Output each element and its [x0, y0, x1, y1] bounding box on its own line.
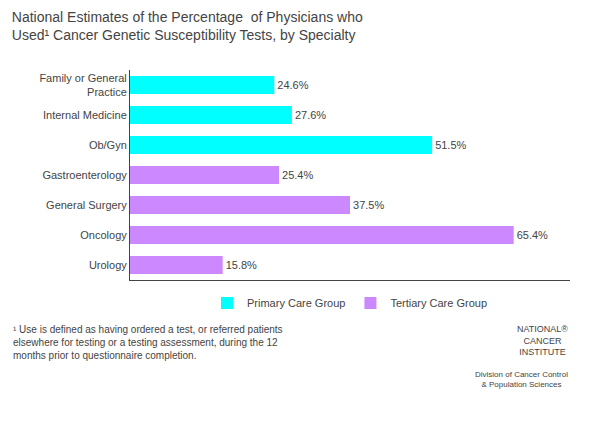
svg-text:Internal Medicine: Internal Medicine: [43, 109, 127, 121]
svg-text:37.5%: 37.5%: [353, 199, 384, 211]
svg-text:Division of Cancer Control& Po: Division of Cancer Control& Population S…: [475, 370, 568, 389]
svg-text:24.6%: 24.6%: [277, 79, 308, 91]
svg-text:¹ Use is defined as having ord: ¹ Use is defined as having ordered a tes…: [13, 324, 283, 361]
svg-text:Oncology: Oncology: [80, 229, 127, 241]
svg-text:NATIONAL®CANCERINSTITUTE: NATIONAL®CANCERINSTITUTE: [517, 324, 568, 357]
svg-text:Tertiary Care Group: Tertiary Care Group: [390, 297, 487, 309]
svg-text:51.5%: 51.5%: [435, 139, 466, 151]
svg-text:65.4%: 65.4%: [517, 229, 548, 241]
svg-text:General Surgery: General Surgery: [46, 199, 127, 211]
svg-text:27.6%: 27.6%: [295, 109, 326, 121]
svg-text:Urology: Urology: [89, 259, 127, 271]
svg-text:Primary Care Group: Primary Care Group: [247, 297, 345, 309]
svg-text:Family or GeneralPractice: Family or GeneralPractice: [39, 72, 126, 98]
svg-text:Ob/Gyn: Ob/Gyn: [89, 139, 127, 151]
svg-text:25.4%: 25.4%: [282, 169, 313, 181]
svg-text:15.8%: 15.8%: [226, 259, 257, 271]
svg-text:Gastroenterology: Gastroenterology: [42, 169, 127, 181]
svg-text:National Estimates of the Perc: National Estimates of the Percentage of …: [12, 9, 363, 43]
